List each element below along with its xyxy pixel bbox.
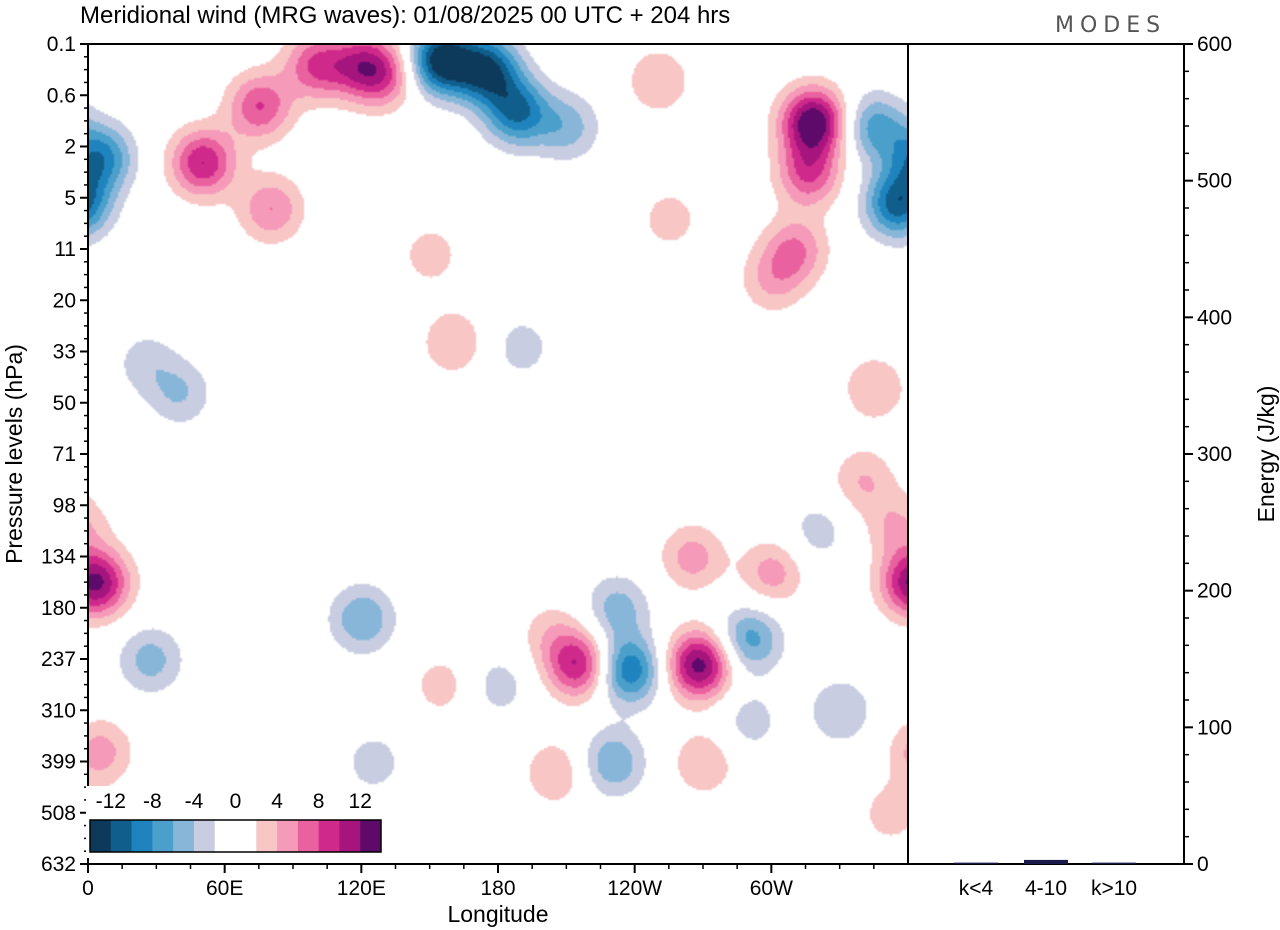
brand-logo: MODES [1055,13,1166,38]
colorbar-label: -12 [96,790,126,813]
colorbar-label: -4 [185,790,204,813]
x-tick-label: 120W [607,877,662,900]
energy-category-label: 4-10 [1025,877,1067,900]
energy-category-label: k>10 [1091,877,1137,900]
energy-tick-label: 600 [1197,33,1232,56]
colorbar-swatch [235,820,257,852]
energy-bar [1092,862,1136,864]
colorbar-swatch [214,820,236,852]
y-axis-label: Pressure levels (hPa) [1,344,27,564]
x-tick-label: 60W [750,877,793,900]
colorbar-label: -8 [143,790,162,813]
energy-bars [954,859,1136,864]
x-tick-label: 60E [206,877,243,900]
energy-tick-label: 300 [1197,443,1232,466]
y-tick-label: 33 [53,341,76,364]
colorbar-swatch [297,820,320,852]
y-tick-label: 310 [41,699,76,722]
y-tick-label: 11 [54,238,76,261]
y-tick-label: 508 [41,802,76,825]
energy-category-label: k<4 [959,877,994,900]
x-tick-label: 120E [337,877,386,900]
energy-axis: 0 100 200 300 400 500 600 [1184,33,1232,876]
y-tick-label: 98 [53,494,76,517]
energy-axis-label: Energy (J/kg) [1253,386,1279,523]
colorbar-swatch [339,820,361,852]
y-tick-label: 632 [41,853,76,876]
energy-panel-frame [907,43,1185,865]
chart-title: Meridional wind (MRG waves): 01/08/2025 … [80,2,730,29]
colorbar-swatch [193,820,216,852]
x-tick-label: 180 [480,877,515,900]
colorbar-swatch [173,820,195,852]
energy-categories: k<4 4-10 k>10 [959,877,1137,900]
wind-contour-field [88,44,908,864]
y-tick-label: 2 [64,136,76,159]
colorbar-frame [89,819,382,853]
colorbar-swatch [131,820,153,852]
energy-tick-label: 500 [1197,170,1232,193]
colorbar-swatch [318,820,340,852]
y-tick-label: 237 [41,648,76,671]
x-tick-label: 0 [82,877,94,900]
energy-tick-label: 400 [1197,306,1232,329]
y-tick-label: 134 [41,546,76,569]
colorbar-label: 0 [230,790,242,813]
y-tick-label: 399 [41,751,76,774]
y-tick-label: 71 [53,443,76,466]
colorbar: -12 -8 -4 0 4 8 12 [86,786,385,858]
longitude-axis: 0 60E 120E 180 120W 60W [82,864,875,900]
colorbar-swatch [256,820,278,852]
energy-bar [1024,859,1068,864]
y-tick-label: 180 [41,597,76,620]
pressure-axis: 0.1 0.6 2 5 11 20 33 50 71 98 134 180 237 310 399 508 63… [41,33,88,876]
colorbar-label: 4 [271,790,283,813]
colorbar-swatch [152,820,174,852]
energy-tick-label: 100 [1197,716,1232,739]
y-tick-label: 20 [53,289,76,312]
energy-tick-label: 0 [1197,853,1209,876]
colorbar-swatch [360,820,382,852]
y-tick-label: 0.6 [47,84,76,107]
colorbar-label: 8 [313,790,325,813]
energy-tick-label: 200 [1197,580,1232,603]
colorbar-swatch [277,820,299,852]
colorbar-label: 12 [349,790,372,813]
y-tick-label: 50 [53,392,76,415]
y-tick-label: 5 [64,187,76,210]
colorbar-swatch [110,820,133,852]
colorbar-swatch [90,820,112,852]
x-axis-label: Longitude [447,901,548,927]
energy-bar [954,862,998,864]
y-tick-label: 0.1 [47,33,76,56]
